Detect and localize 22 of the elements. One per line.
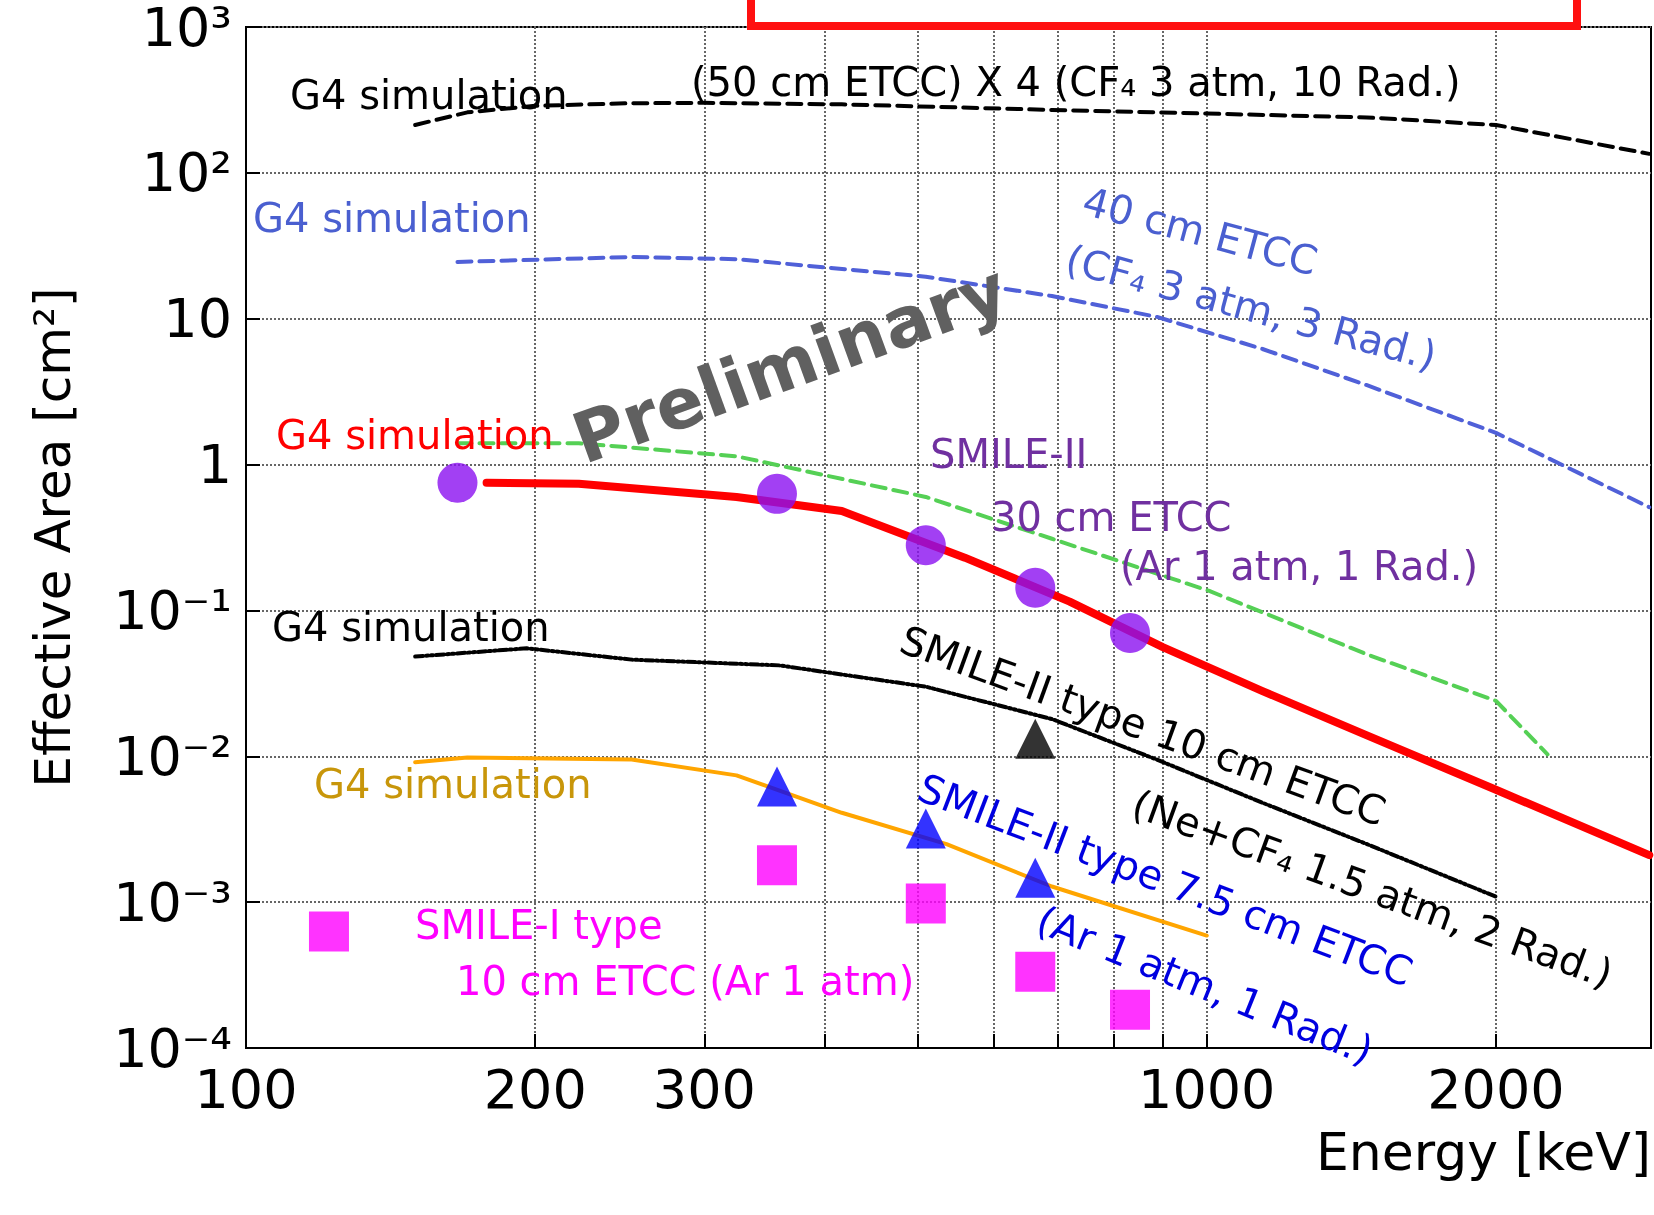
- annotation: G4 simulation: [314, 761, 592, 807]
- annotation: G4 simulation: [290, 72, 568, 118]
- annotation: SMILE-I type: [415, 902, 663, 948]
- y-tick-label: 10⁻¹: [113, 578, 232, 642]
- x-axis-title: Energy [keV]: [1316, 1122, 1651, 1182]
- x-tick-label: 300: [652, 1057, 756, 1121]
- annotation: 10 cm ETCC (Ar 1 atm): [456, 958, 915, 1004]
- x-tick-label: 1000: [1138, 1057, 1276, 1121]
- annotation: G4 simulation: [276, 412, 554, 458]
- y-tick-label: 10²: [141, 141, 232, 205]
- annotation: (50 cm ETCC) X 4 (CF₄ 3 atm, 10 Rad.): [691, 59, 1461, 105]
- annotation: G4 simulation: [272, 604, 550, 650]
- x-tick-label: 200: [483, 1057, 587, 1121]
- y-axis-title: Effective Area [cm²]: [24, 287, 82, 788]
- annotation: 30 cm ETCC: [991, 494, 1232, 540]
- y-tick-label: 10: [163, 287, 232, 351]
- y-tick-label: 1: [197, 433, 232, 497]
- x-tick-label: 2000: [1427, 1057, 1565, 1121]
- y-tick-label: 10³: [141, 0, 232, 59]
- y-tick-label: 10⁻²: [113, 724, 232, 788]
- y-tick-label: 10⁻³: [113, 870, 232, 934]
- annotation: G4 simulation: [253, 195, 531, 241]
